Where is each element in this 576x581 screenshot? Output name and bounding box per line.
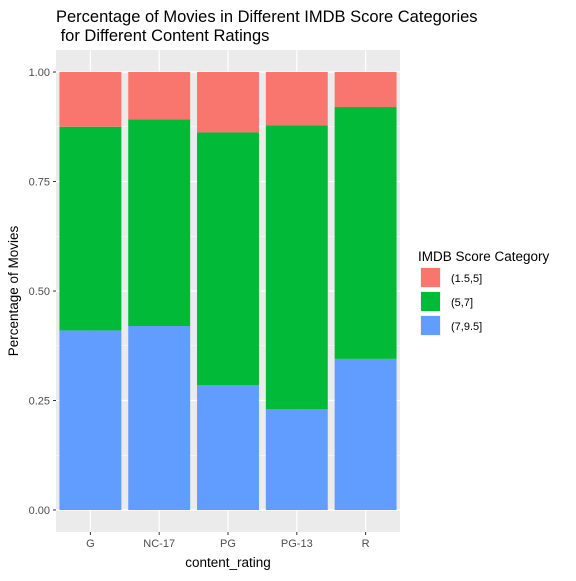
bar-segment (334, 72, 397, 108)
bar-segment (265, 125, 328, 410)
y-tick-label: 1.00 (29, 67, 50, 79)
x-tick-label: G (86, 538, 95, 550)
legend-swatch (421, 316, 440, 335)
y-tick-label: 0.00 (29, 505, 50, 517)
y-axis-title: Percentage of Movies (6, 225, 21, 356)
bar-segment (197, 132, 259, 386)
x-axis-title: content_rating (185, 555, 271, 570)
legend-label: (7,9.5] (451, 321, 482, 333)
x-tick-label: NC-17 (143, 538, 175, 550)
bar-segment (265, 409, 328, 510)
legend-title: IMDB Score Category (418, 249, 550, 264)
bar-segment (59, 72, 122, 127)
bar-segment (334, 107, 397, 359)
bar-segment (197, 385, 259, 510)
bar-segment (334, 358, 397, 510)
x-tick-label: R (362, 538, 370, 550)
y-tick-label: 0.75 (29, 177, 50, 189)
chart-title-line-1: Percentage of Movies in Different IMDB S… (56, 8, 478, 26)
legend-swatch (421, 292, 440, 311)
y-tick-label: 0.25 (29, 396, 50, 408)
bar-segment (128, 72, 191, 120)
bar-segment (59, 330, 122, 510)
bar-segment (197, 72, 259, 133)
axes: 0.00 0.25 0.50 0.75 1.00 G NC-17 PG PG-13 R (29, 67, 370, 550)
bar-segment (59, 126, 122, 331)
chart-title-line-2: for Different Content Ratings (56, 27, 269, 45)
x-tick-label: PG (220, 538, 236, 550)
bar-segment (128, 326, 191, 510)
bar-segment (265, 72, 328, 126)
bar-segment (128, 119, 191, 327)
legend: IMDB Score Category (1.5,5] (5,7] (7,9.5] (418, 249, 550, 336)
legend-label: (5,7] (451, 297, 473, 309)
legend-label: (1.5,5] (451, 273, 482, 285)
x-tick-label: PG-13 (281, 538, 313, 550)
y-tick-label: 0.50 (29, 286, 50, 298)
bars (59, 72, 397, 510)
legend-swatch (421, 268, 440, 287)
